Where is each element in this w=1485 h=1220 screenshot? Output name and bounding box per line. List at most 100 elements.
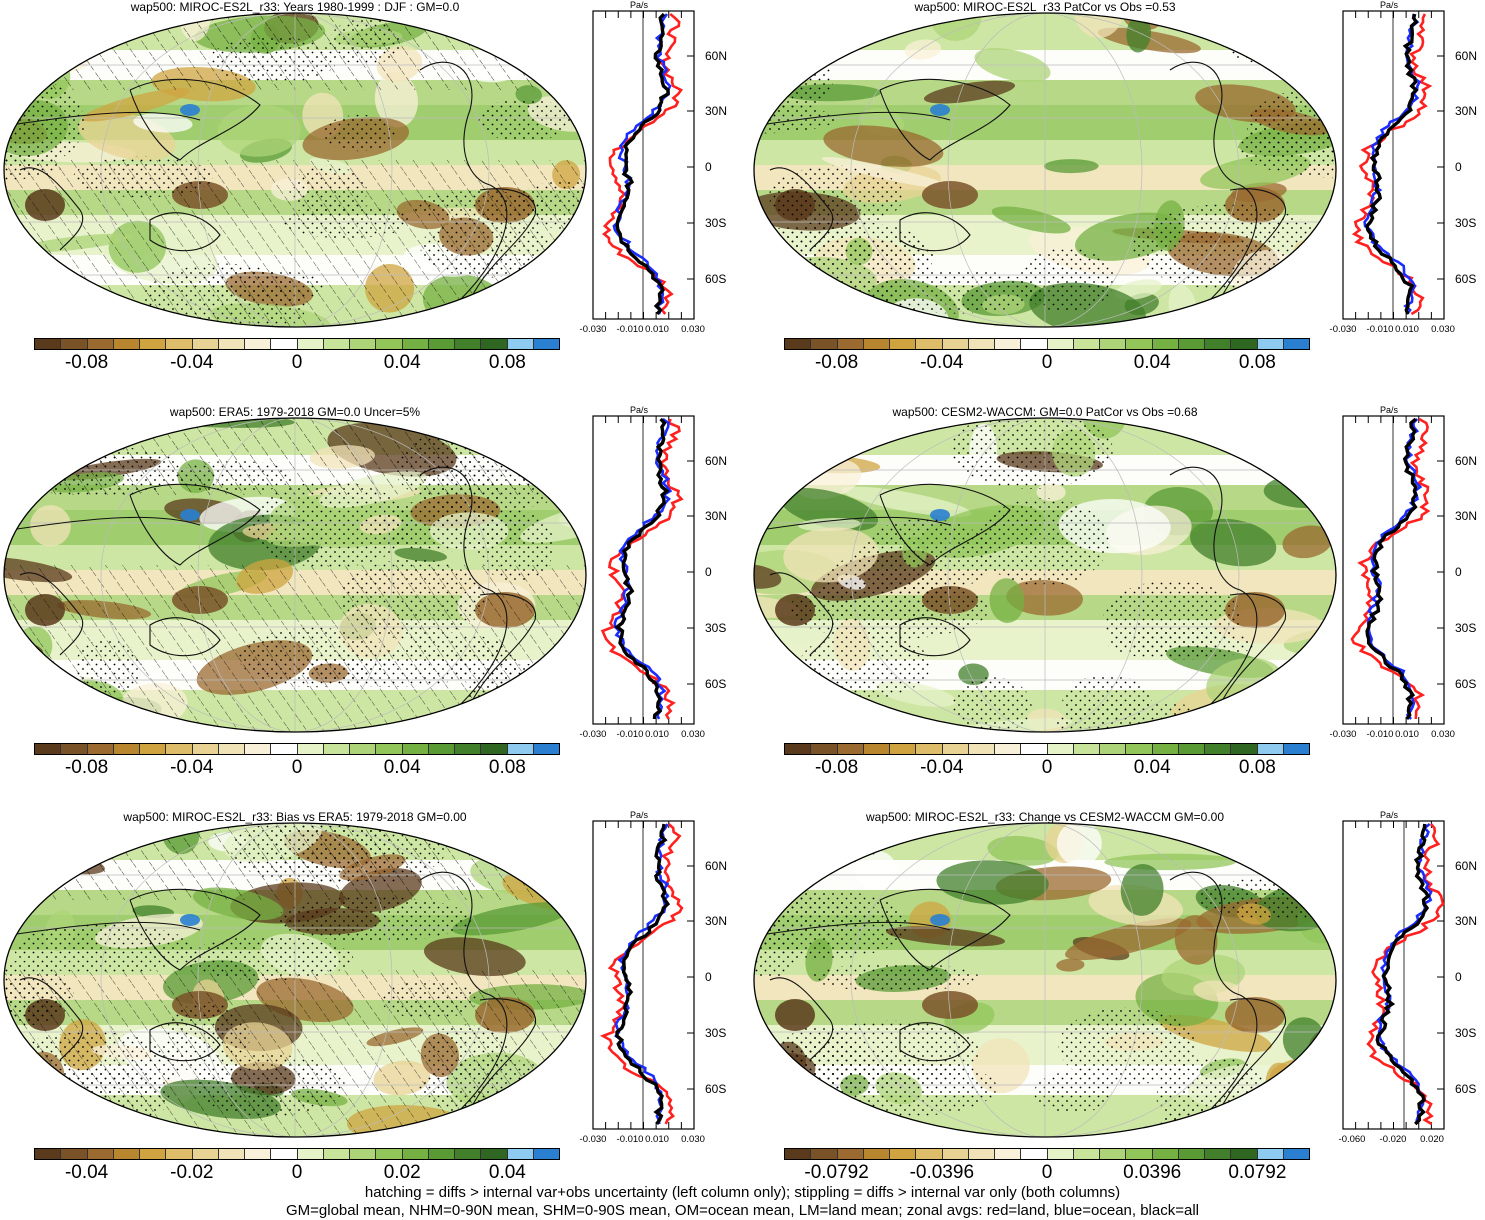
colorbar-label: 0	[291, 1162, 303, 1183]
colorbar-swatch	[87, 744, 114, 754]
colorbar-swatch	[245, 339, 272, 349]
colorbar-swatch	[402, 1149, 429, 1159]
colorbar-swatch	[995, 1149, 1022, 1159]
colorbar-swatch	[35, 339, 62, 349]
colorbar-swatch	[113, 339, 140, 349]
latitude-label: 0	[705, 565, 712, 579]
colorbar-swatch	[507, 339, 534, 349]
colorbar-swatch	[968, 339, 995, 349]
colorbar-label: 0.02	[383, 1162, 421, 1183]
colorbar-swatch	[192, 1149, 219, 1159]
colorbar-swatch	[192, 339, 219, 349]
colorbar-swatch	[1073, 744, 1100, 754]
colorbar-label: 0.04	[1133, 757, 1171, 778]
colorbar-swatch	[533, 744, 559, 754]
zonal-x-label: -0.060	[1338, 1134, 1366, 1145]
zonal-x-label: -0.010	[1366, 729, 1394, 740]
zonal-x-label: 0.010	[645, 1134, 669, 1145]
colorbar-swatch	[376, 339, 403, 349]
zonal-unit-label: Pa/s	[630, 405, 649, 415]
latitude-label: 60N	[1455, 49, 1478, 63]
colorbar-swatch	[350, 339, 377, 349]
colorbar	[34, 743, 560, 755]
colorbar-label: 0.08	[1238, 757, 1276, 778]
zonal-x-label: 0.030	[1431, 324, 1455, 335]
colorbar-swatch	[811, 744, 838, 754]
colorbar-swatch	[995, 339, 1022, 349]
latitude-label: 60S	[1455, 1082, 1477, 1096]
colorbar-label: 0	[1041, 352, 1053, 373]
footer-line-2: GM=global mean, NHM=0-90N mean, SHM=0-90…	[285, 1202, 1199, 1219]
panel-6: wap500: MIROC-ES2L_r33: Change vs CESM2-…	[750, 810, 1485, 1210]
colorbar-swatch	[1231, 744, 1258, 754]
colorbar-label: 0	[1041, 757, 1053, 778]
colorbar-swatch	[402, 339, 429, 349]
colorbar-label: -0.04	[64, 1162, 109, 1183]
colorbar-label: -0.0792	[804, 1162, 869, 1183]
colorbar	[34, 1148, 560, 1160]
colorbar-swatch	[113, 1149, 140, 1159]
zonal-x-label: -0.010	[616, 324, 644, 335]
colorbar-labels: -0.04 -0.02 0 0.02 0.04	[34, 1162, 560, 1184]
colorbar-swatch	[533, 339, 559, 349]
colorbar-label: 0.04	[383, 352, 421, 373]
colorbar-label: -0.04	[170, 352, 214, 373]
colorbar-swatch	[1100, 744, 1127, 754]
colorbar-swatch	[1178, 744, 1205, 754]
zonal-unit-label: Pa/s	[1380, 0, 1399, 10]
latitude-label: 0	[705, 970, 712, 984]
latitude-label: 30S	[705, 216, 727, 230]
colorbar-swatch	[428, 744, 455, 754]
latitude-label: 30N	[705, 104, 728, 118]
latitude-label: 60S	[705, 1082, 727, 1096]
map-title: wap500: MIROC-ES2L_r33 PatCor vs Obs =0.…	[914, 0, 1176, 14]
zonal-x-label: 0.030	[681, 324, 705, 335]
colorbar-swatch	[166, 744, 193, 754]
colorbar-swatch	[402, 744, 429, 754]
colorbar-swatch	[1047, 1149, 1074, 1159]
colorbar-swatch	[428, 339, 455, 349]
colorbar-label: -0.08	[814, 757, 859, 778]
colorbar-swatch	[140, 339, 167, 349]
zonal-unit-label: Pa/s	[1380, 810, 1399, 820]
zonal-mean-plot	[1342, 415, 1445, 725]
colorbar-label: 0.04	[383, 757, 421, 778]
colorbar-swatch	[140, 744, 167, 754]
colorbar-swatch	[890, 744, 917, 754]
colorbar-swatch	[87, 339, 114, 349]
colorbar-swatch	[1126, 339, 1153, 349]
colorbar-swatch	[863, 744, 890, 754]
map-title: wap500: MIROC-ES2L_r33: Change vs CESM2-…	[865, 810, 1225, 824]
panel-1: wap500: MIROC-ES2L_r33: Years 1980-1999 …	[0, 0, 740, 400]
zonal-x-label: -0.010	[616, 1134, 644, 1145]
colorbar-swatch	[376, 1149, 403, 1159]
map-title: wap500: CESM2-WACCM: GM=0.0 PatCor vs Ob…	[892, 405, 1198, 419]
colorbar-label: 0	[291, 757, 303, 778]
colorbar-label: 0.04	[488, 1162, 526, 1183]
colorbar-swatch	[1021, 1149, 1048, 1159]
colorbar-swatch	[481, 339, 508, 349]
colorbar-swatch	[218, 1149, 245, 1159]
latitude-label: 0	[705, 160, 712, 174]
colorbar-swatch	[811, 339, 838, 349]
colorbar-labels: -0.08 -0.04 0 0.04 0.08	[34, 757, 560, 779]
zonal-x-label: 0.010	[645, 729, 669, 740]
zonal-mean-plot	[1342, 820, 1445, 1130]
colorbar-swatch	[87, 1149, 114, 1159]
colorbar-swatch	[1231, 339, 1258, 349]
colorbar-swatch	[166, 339, 193, 349]
colorbar-swatch	[968, 744, 995, 754]
colorbar-swatch	[455, 339, 482, 349]
colorbar-swatch	[61, 1149, 88, 1159]
colorbar-swatch	[837, 744, 864, 754]
zonal-mean-plot	[592, 415, 695, 725]
latitude-label: 60N	[1455, 454, 1478, 468]
zonal-x-label: -0.010	[616, 729, 644, 740]
colorbar-swatch	[192, 744, 219, 754]
latitude-label: 30N	[1455, 104, 1478, 118]
colorbar-swatch	[785, 339, 812, 349]
latitude-label: 60N	[705, 454, 728, 468]
colorbar-swatch	[166, 1149, 193, 1159]
map-plot	[3, 822, 587, 1138]
latitude-label: 60N	[705, 49, 728, 63]
